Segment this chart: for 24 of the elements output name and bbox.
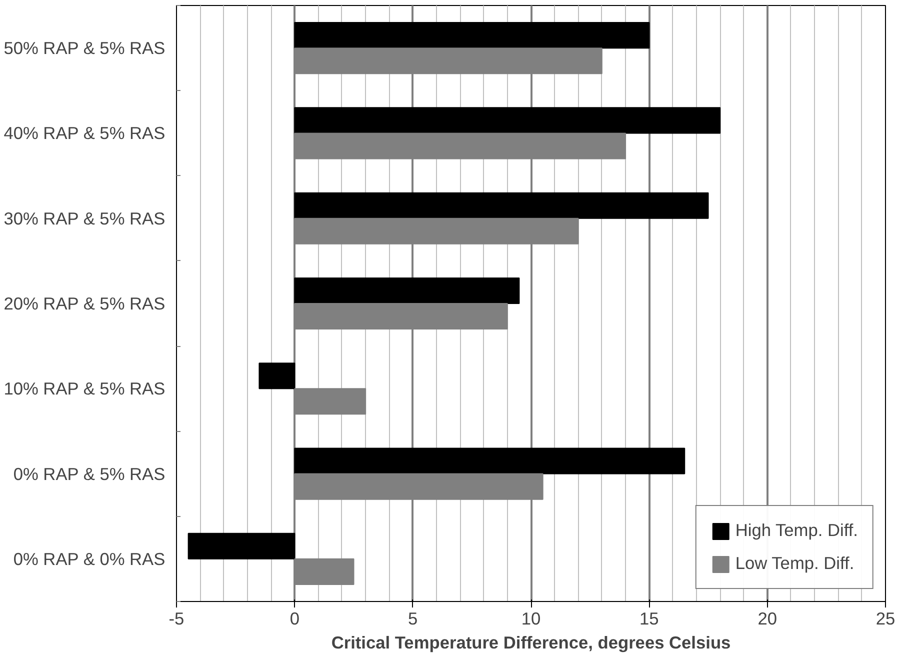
x-tick-label: 5 (408, 608, 418, 628)
legend-label: Low Temp. Diff. (735, 553, 854, 574)
bar (294, 448, 686, 474)
y-tick-label: 30% RAP & 5% RAS (4, 208, 166, 228)
x-tick-label: 10 (521, 608, 541, 628)
y-tick-label: 10% RAP & 5% RAS (4, 378, 166, 399)
bar (258, 362, 296, 390)
x-tick-label: -5 (168, 608, 184, 628)
x-tick-label: 25 (876, 608, 896, 628)
bar (294, 107, 721, 134)
legend-label: High Temp. Diff. (735, 520, 858, 541)
y-tick-label: 50% RAP & 5% RAS (4, 38, 166, 58)
x-tick-label: 0 (290, 608, 300, 628)
y-tick-label: 40% RAP & 5% RAS (4, 123, 166, 144)
bar (294, 22, 650, 49)
x-tick-label: 15 (640, 608, 659, 628)
x-axis-title: Critical Temperature Difference, degrees Celsius (331, 632, 731, 652)
bar (188, 532, 296, 560)
y-tick-label: 20% RAP & 5% RAS (4, 294, 166, 314)
bar (294, 277, 520, 304)
y-tick-label: 0% RAP & 0% RAS (13, 548, 166, 569)
y-tick-label: 0% RAP & 5% RAS (13, 464, 166, 484)
x-tick-label: 20 (758, 608, 777, 628)
bar (294, 192, 709, 219)
